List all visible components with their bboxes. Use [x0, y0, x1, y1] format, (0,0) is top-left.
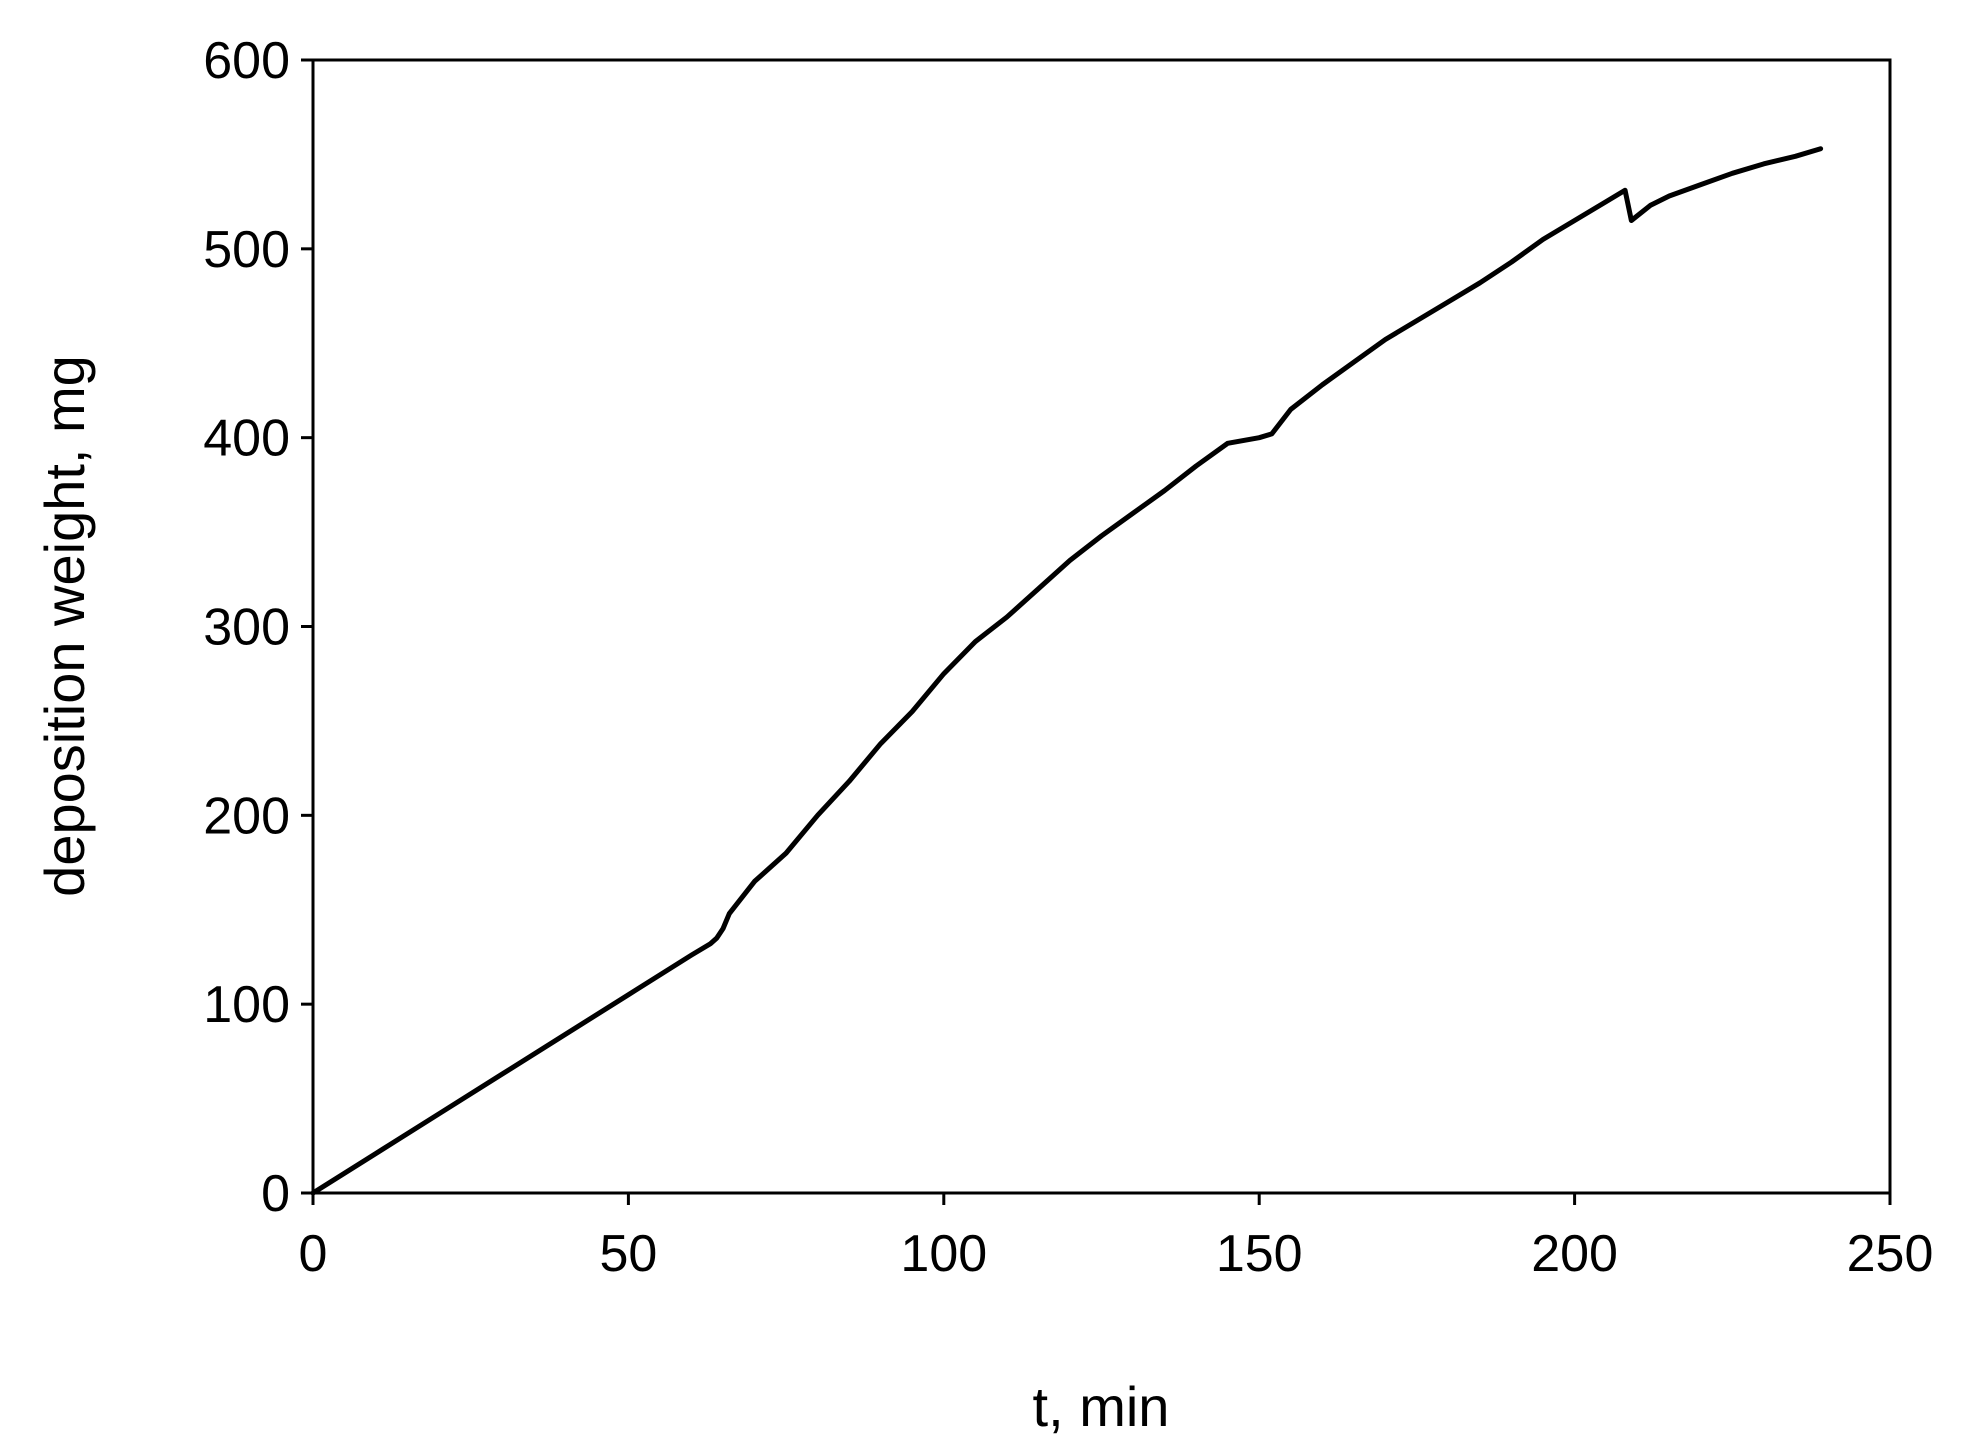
x-tick-label: 250 [1847, 1225, 1934, 1283]
y-tick-label: 200 [203, 787, 290, 845]
y-tick-label: 100 [203, 976, 290, 1034]
x-tick-label: 50 [599, 1225, 657, 1283]
x-tick-label: 0 [299, 1225, 328, 1283]
tick-labels: 0 50 100 150 200 250 0 100 200 300 400 500 600 [203, 32, 1933, 1283]
x-axis-title: t, min [1033, 1375, 1170, 1438]
x-tick-label: 200 [1531, 1225, 1618, 1283]
y-tick-label: 500 [203, 221, 290, 279]
y-axis-title: deposition weight, mg [33, 355, 96, 897]
y-tick-label: 400 [203, 410, 290, 468]
series-layer [310, 146, 1824, 1196]
axis-ticks [301, 58, 1892, 1205]
plot-area [311, 58, 1892, 1195]
x-tick-label: 150 [1216, 1225, 1303, 1283]
y-tick-label: 0 [261, 1165, 290, 1223]
y-tick-label: 300 [203, 599, 290, 657]
series-line [310, 146, 1824, 1196]
y-tick-label: 600 [203, 32, 290, 90]
x-tick-label: 100 [900, 1225, 987, 1283]
